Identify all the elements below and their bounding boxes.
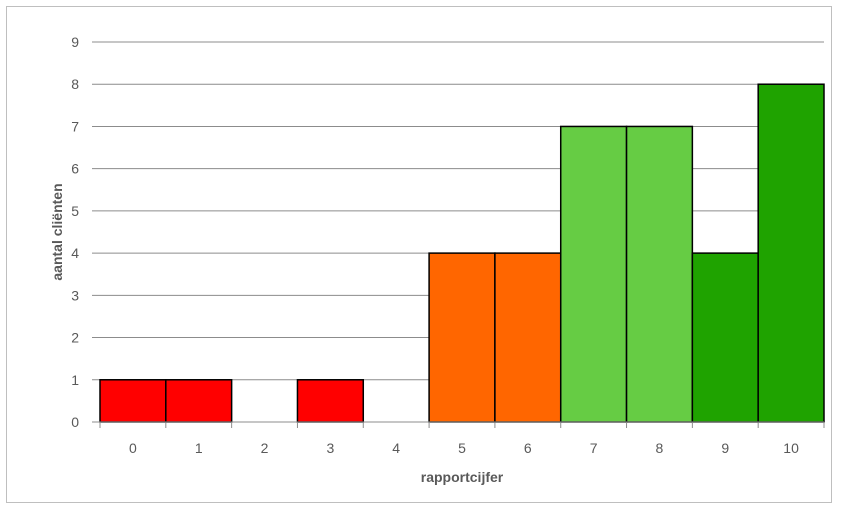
y-tick-label: 7: [71, 118, 79, 134]
y-axis-title: aantal cliënten: [49, 183, 65, 280]
y-tick-label: 3: [71, 287, 79, 303]
y-tick-label: 6: [71, 161, 79, 177]
bar: [99, 379, 167, 423]
y-tick-label: 2: [71, 330, 79, 346]
x-tick-label: 7: [590, 440, 598, 456]
bar: [428, 252, 496, 423]
y-tick-label: 4: [71, 245, 79, 261]
x-tick-label: 9: [721, 440, 729, 456]
x-tick-label: 2: [261, 440, 269, 456]
bar: [559, 125, 628, 423]
y-tick-label: 0: [71, 414, 79, 430]
bar: [165, 379, 233, 423]
x-axis-title: rapportcijfer: [421, 469, 504, 485]
y-axis-ticks: 0 1 2 3 4 5 6 7 8 9: [71, 34, 79, 430]
bar: [296, 379, 365, 423]
x-axis-ticks: 0 1 2 3 4 5 6 7 8 9 10: [129, 440, 799, 456]
y-tick-label: 5: [71, 203, 79, 219]
x-tick-label: 8: [656, 440, 664, 456]
x-tick-label: 10: [783, 440, 799, 456]
bars: [99, 83, 825, 423]
y-tick-label: 1: [71, 372, 79, 388]
bar: [494, 252, 562, 423]
x-tick-label: 6: [524, 440, 532, 456]
bar: [757, 83, 825, 423]
y-tick-label: 8: [71, 76, 79, 92]
x-tick-label: 4: [392, 440, 400, 456]
x-axis: [92, 421, 825, 428]
x-tick-label: 1: [195, 440, 203, 456]
y-tick-label: 9: [71, 34, 79, 50]
bar: [625, 125, 694, 423]
bar: [691, 252, 759, 423]
x-tick-label: 3: [326, 440, 334, 456]
x-tick-label: 0: [129, 440, 137, 456]
x-tick-label: 5: [458, 440, 466, 456]
